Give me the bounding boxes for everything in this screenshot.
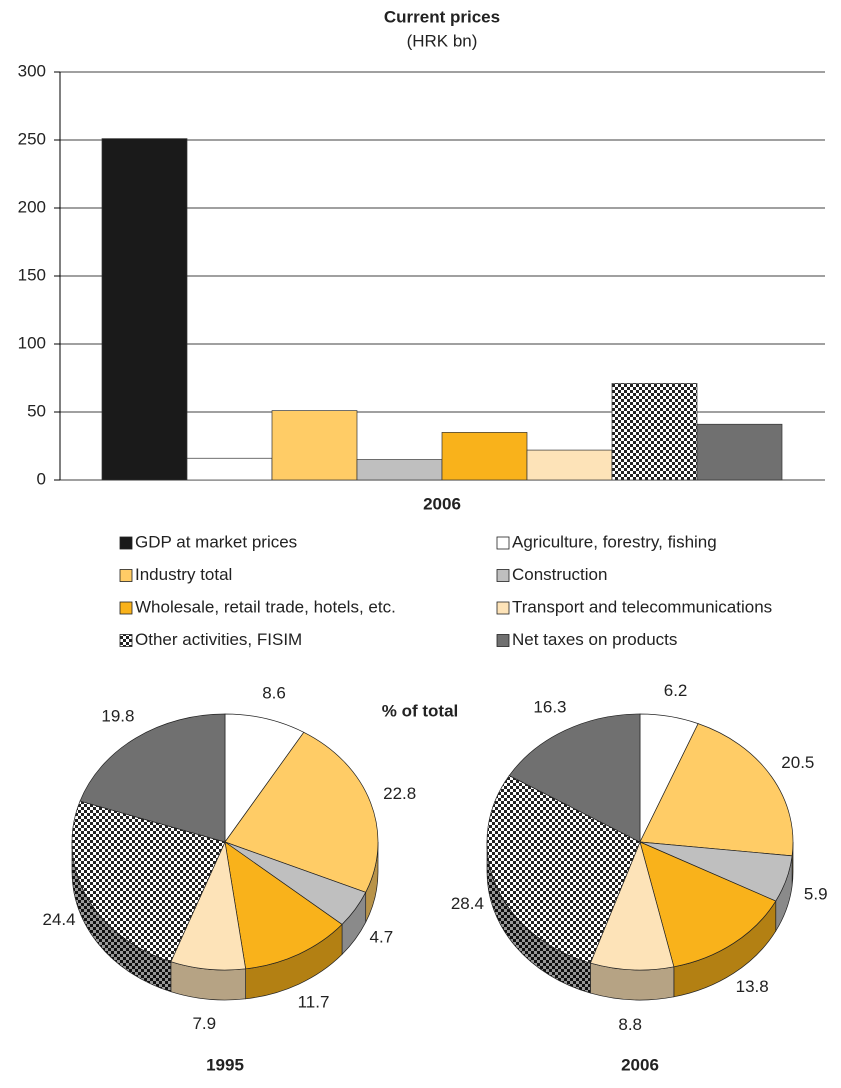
bar xyxy=(696,423,783,481)
legend-label: Net taxes on products xyxy=(512,630,677,649)
data-label: 20.5 xyxy=(781,753,814,772)
legend-label: Agriculture, forestry, fishing xyxy=(512,532,717,551)
legend-swatch xyxy=(119,536,133,550)
data-label: 28.4 xyxy=(451,894,484,913)
data-label: 13.8 xyxy=(736,977,769,996)
legend-swatch xyxy=(496,536,510,550)
legend-swatch xyxy=(119,601,133,615)
bar xyxy=(356,459,443,481)
data-label: 16.3 xyxy=(533,698,566,717)
y-tick-label: 100 xyxy=(18,333,46,352)
data-label: 22.8 xyxy=(383,784,416,803)
pie-slice xyxy=(639,723,794,857)
data-label: 6.2 xyxy=(664,681,688,700)
y-tick-label: 150 xyxy=(18,265,46,284)
data-label: 7.9 xyxy=(192,1014,216,1033)
legend-swatch xyxy=(496,569,510,582)
data-label: 4.7 xyxy=(370,928,394,947)
legend-label: Transport and telecommunications xyxy=(512,597,772,616)
data-label: 24.4 xyxy=(42,910,75,929)
bar xyxy=(101,138,188,481)
legend-swatch xyxy=(119,634,133,647)
bar xyxy=(271,410,358,481)
data-label: 5.9 xyxy=(804,885,828,904)
legend-swatch xyxy=(119,569,133,582)
pie-slice xyxy=(589,840,675,971)
legend-label: Wholesale, retail trade, hotels, etc. xyxy=(135,597,396,616)
data-label: 8.6 xyxy=(262,683,286,702)
pie-slice xyxy=(486,775,641,964)
pie-slice xyxy=(224,731,379,893)
bar-title: Current prices xyxy=(384,7,500,26)
legend-swatch xyxy=(496,601,510,615)
pie-slice xyxy=(508,713,641,843)
x-axis-label: 2006 xyxy=(423,494,461,513)
bar xyxy=(186,457,273,481)
y-tick-label: 300 xyxy=(18,61,46,80)
legend-label: Other activities, FISIM xyxy=(135,630,302,649)
bar xyxy=(611,383,698,481)
pie-label: 1995 xyxy=(206,1055,244,1074)
pie-slice xyxy=(79,713,226,843)
legend-label: Industry total xyxy=(135,565,232,584)
bar-subtitle: (HRK bn) xyxy=(407,31,478,50)
pie-label: 2006 xyxy=(621,1055,659,1074)
pie-slice xyxy=(639,841,777,968)
pie-slice xyxy=(71,800,226,963)
y-tick-label: 0 xyxy=(37,469,46,488)
y-tick-label: 200 xyxy=(18,197,46,216)
y-tick-label: 250 xyxy=(18,129,46,148)
pie-slice xyxy=(224,713,305,844)
data-label: 8.8 xyxy=(618,1015,642,1034)
pie-slice xyxy=(224,841,343,970)
legend-label: Construction xyxy=(512,565,607,584)
pie-title: % of total xyxy=(382,701,459,720)
data-label: 11.7 xyxy=(298,992,330,1011)
y-tick-label: 50 xyxy=(27,401,46,420)
data-label: 19.8 xyxy=(101,707,134,726)
bar xyxy=(526,449,613,481)
legend-swatch xyxy=(496,634,510,647)
legend-label: GDP at market prices xyxy=(135,532,297,551)
bar xyxy=(441,432,528,481)
